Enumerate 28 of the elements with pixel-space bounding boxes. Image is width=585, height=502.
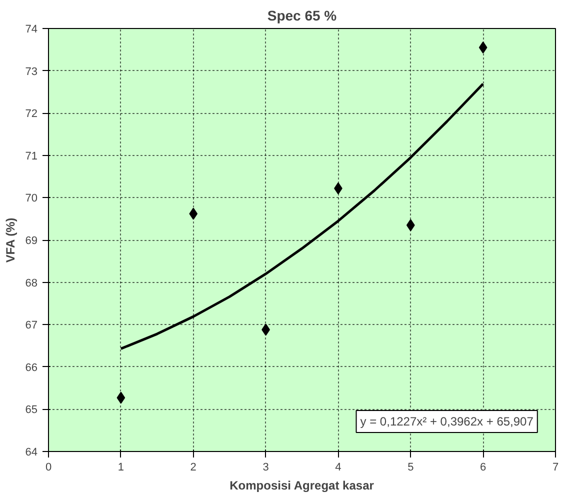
y-tick-label: 74 bbox=[25, 24, 38, 36]
x-tick-label: 0 bbox=[45, 462, 52, 474]
x-tick-label: 2 bbox=[190, 462, 196, 474]
y-tick-label: 66 bbox=[25, 362, 38, 374]
chart-title: Spec 65 % bbox=[267, 8, 338, 24]
point bbox=[116, 392, 126, 404]
x-tick-label: 7 bbox=[552, 462, 559, 474]
y-tick-label: 68 bbox=[25, 277, 38, 290]
point bbox=[478, 42, 488, 54]
x-axis-title: Komposisi Agregat kasar bbox=[230, 478, 374, 492]
y-tick-label: 69 bbox=[25, 235, 38, 247]
y-tick-label: 64 bbox=[25, 446, 38, 458]
x-tick-label: 6 bbox=[480, 462, 486, 474]
y-tick-label: 67 bbox=[25, 320, 38, 332]
y-tick-label: 65 bbox=[25, 404, 38, 416]
x-tick-label: 4 bbox=[335, 462, 342, 474]
y-tick-label: 70 bbox=[25, 192, 38, 205]
y-tick-label: 72 bbox=[25, 108, 38, 120]
point bbox=[406, 219, 415, 232]
point bbox=[189, 208, 198, 220]
line-series bbox=[120, 82, 484, 350]
y-tick-label: 73 bbox=[25, 66, 38, 78]
x-tick-label: 5 bbox=[408, 462, 414, 474]
y-axis-title: VFA (%) bbox=[3, 218, 18, 263]
annotation: y = 0,1227x² + 0,3962x + 65,907 bbox=[360, 414, 534, 428]
x-tick-label: 1 bbox=[118, 462, 124, 474]
x-tick-label: 3 bbox=[262, 462, 269, 474]
y-tick-label: 71 bbox=[25, 150, 38, 162]
